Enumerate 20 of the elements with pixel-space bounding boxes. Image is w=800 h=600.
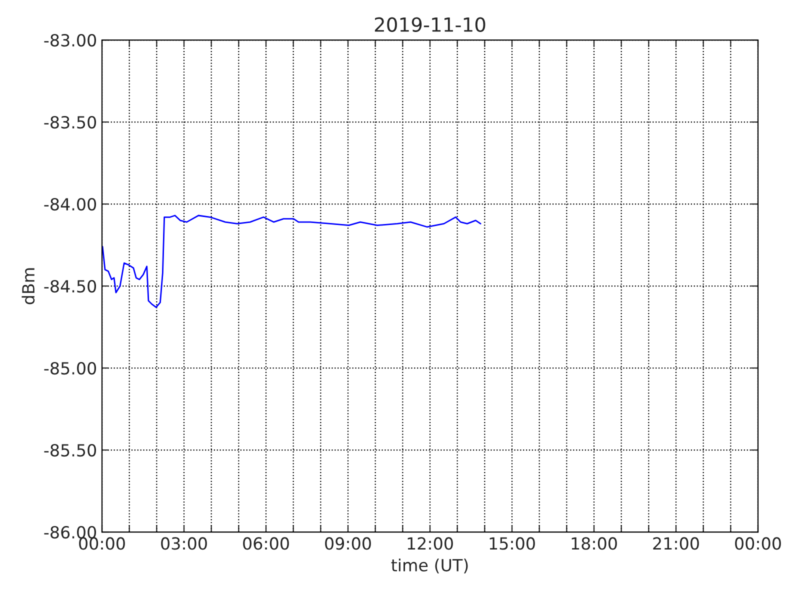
chart-title: 2019-11-10	[374, 17, 486, 32]
x-tick-label: 09:00	[325, 537, 371, 550]
y-tick-label: -85.00	[44, 362, 96, 375]
x-tick-label: 00:00	[735, 537, 781, 550]
x-tick-label: 12:00	[408, 537, 453, 550]
y-tick-label: -86.00	[44, 526, 96, 539]
line-series	[102, 214, 482, 308]
y-tick-label: -85.50	[44, 444, 96, 457]
x-tick-label: 15:00	[490, 537, 535, 550]
x-tick-label: 03:00	[161, 537, 207, 550]
x-tick-label: 00:00	[79, 537, 125, 550]
x-tick-label: 06:00	[243, 537, 289, 550]
x-axis-title: time (UT)	[391, 558, 468, 574]
y-tick-label: -83.50	[44, 116, 96, 129]
x-tick-label: 18:00	[572, 537, 617, 550]
y-tick-label: -84.50	[44, 280, 96, 293]
y-tick-label: -83.00	[44, 34, 96, 47]
x-tick-label: 21:00	[653, 537, 699, 550]
y-axis-title: dBm	[22, 268, 35, 304]
y-tick-label: -84.00	[44, 198, 96, 211]
